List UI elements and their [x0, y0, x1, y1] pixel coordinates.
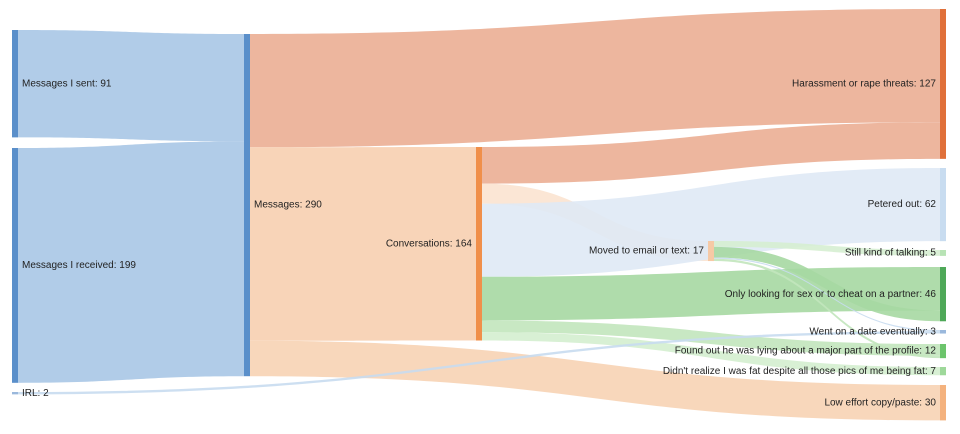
node-label-received: Messages I received: 199	[22, 260, 136, 271]
sankey-nodes	[12, 9, 946, 421]
link-messages-to-harassment[interactable]	[250, 9, 940, 148]
node-harassment[interactable]	[940, 9, 946, 159]
node-label-messages: Messages: 290	[254, 200, 322, 211]
node-lying[interactable]	[940, 344, 946, 359]
sankey-links	[18, 9, 940, 421]
node-label-fat: Didn't realize I was fat despite all tho…	[663, 366, 937, 377]
link-messages-to-copy[interactable]	[250, 340, 940, 421]
node-copy[interactable]	[940, 385, 946, 421]
link-irl-to-date[interactable]	[18, 331, 940, 395]
node-label-petered: Petered out: 62	[868, 199, 937, 210]
node-label-conversations: Conversations: 164	[386, 238, 473, 249]
node-sex[interactable]	[940, 267, 946, 322]
node-messages[interactable]	[244, 34, 250, 377]
node-conversations[interactable]	[476, 147, 482, 341]
node-irl[interactable]	[12, 392, 18, 395]
node-label-moved: Moved to email or text: 17	[589, 246, 704, 257]
node-label-still: Still kind of talking: 5	[845, 248, 937, 259]
sankey-labels: Messages I sent: 91 Messages I received: …	[22, 78, 936, 408]
node-petered[interactable]	[940, 168, 946, 242]
node-fat[interactable]	[940, 367, 946, 376]
node-label-harassment: Harassment or rape threats: 127	[792, 79, 936, 90]
link-moved-to-sex[interactable]	[714, 246, 940, 322]
node-label-copy: Low effort copy/paste: 30	[824, 397, 936, 408]
node-sent[interactable]	[12, 30, 18, 138]
node-date[interactable]	[940, 330, 946, 334]
node-label-date: Went on a date eventually: 3	[809, 326, 936, 337]
node-label-sex: Only looking for sex or to cheat on a pa…	[725, 289, 937, 300]
node-label-lying: Found out he was lying about a major par…	[675, 346, 937, 357]
link-messages-to-conversations[interactable]	[250, 147, 476, 341]
link-sent-to-messages[interactable]	[18, 30, 244, 142]
link-moved-to-lying[interactable]	[714, 258, 940, 359]
link-moved-to-still[interactable]	[714, 241, 940, 256]
link-conversations-to-petered[interactable]	[482, 168, 940, 277]
link-moved-to-date[interactable]	[714, 257, 940, 332]
link-conversations-to-harassment[interactable]	[482, 122, 940, 184]
link-received-to-messages[interactable]	[18, 141, 244, 383]
node-label-irl: IRL: 2	[22, 388, 49, 399]
node-received[interactable]	[12, 148, 18, 383]
link-conversations-to-fat[interactable]	[482, 332, 940, 376]
node-label-sent: Messages I sent: 91	[22, 78, 112, 89]
node-still[interactable]	[940, 250, 946, 256]
node-moved[interactable]	[708, 241, 714, 262]
